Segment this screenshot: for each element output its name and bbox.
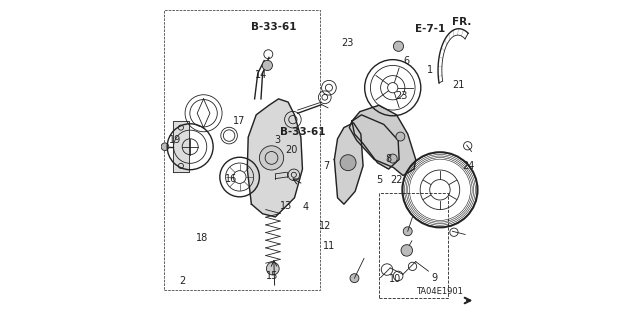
Text: 3: 3: [274, 135, 280, 145]
Text: B-33-61: B-33-61: [251, 22, 296, 32]
Text: 4: 4: [303, 202, 308, 212]
Text: B-33-61: B-33-61: [280, 127, 325, 137]
Text: 1: 1: [427, 65, 433, 75]
Circle shape: [266, 262, 279, 275]
Text: 19: 19: [169, 135, 181, 145]
Text: 24: 24: [462, 161, 474, 171]
Bar: [379, 193, 447, 298]
Text: 9: 9: [432, 272, 438, 283]
Text: E-7-1: E-7-1: [415, 24, 445, 34]
Circle shape: [396, 132, 405, 141]
Text: TA04E1901: TA04E1901: [416, 287, 463, 296]
Circle shape: [259, 146, 284, 170]
Text: 18: 18: [196, 233, 208, 243]
Polygon shape: [247, 99, 303, 217]
Circle shape: [262, 60, 273, 70]
Text: 17: 17: [232, 116, 245, 126]
Text: 20: 20: [285, 145, 298, 155]
Text: 10: 10: [389, 274, 401, 284]
Text: 11: 11: [323, 241, 336, 251]
Circle shape: [350, 274, 359, 283]
Text: FR.: FR.: [452, 17, 472, 27]
Text: 6: 6: [403, 56, 409, 66]
Circle shape: [388, 154, 397, 163]
Text: 21: 21: [452, 79, 465, 90]
Text: 16: 16: [225, 174, 237, 184]
Polygon shape: [349, 105, 416, 175]
Text: 22: 22: [390, 175, 403, 185]
Polygon shape: [334, 123, 363, 204]
Text: 23: 23: [341, 38, 353, 48]
Text: 23: 23: [395, 91, 408, 101]
Circle shape: [403, 227, 412, 236]
Text: 7: 7: [323, 161, 330, 171]
Bar: [164, 10, 320, 290]
Text: 8: 8: [385, 154, 392, 165]
Circle shape: [161, 143, 169, 151]
Text: 13: 13: [280, 201, 292, 211]
Text: 12: 12: [319, 221, 331, 232]
Text: 5: 5: [376, 175, 382, 185]
Circle shape: [340, 155, 356, 171]
Circle shape: [401, 245, 413, 256]
Polygon shape: [352, 115, 399, 169]
Polygon shape: [173, 121, 189, 172]
Text: 2: 2: [180, 276, 186, 286]
Circle shape: [394, 41, 404, 51]
Text: 14: 14: [255, 70, 267, 80]
Text: 15: 15: [266, 271, 278, 281]
